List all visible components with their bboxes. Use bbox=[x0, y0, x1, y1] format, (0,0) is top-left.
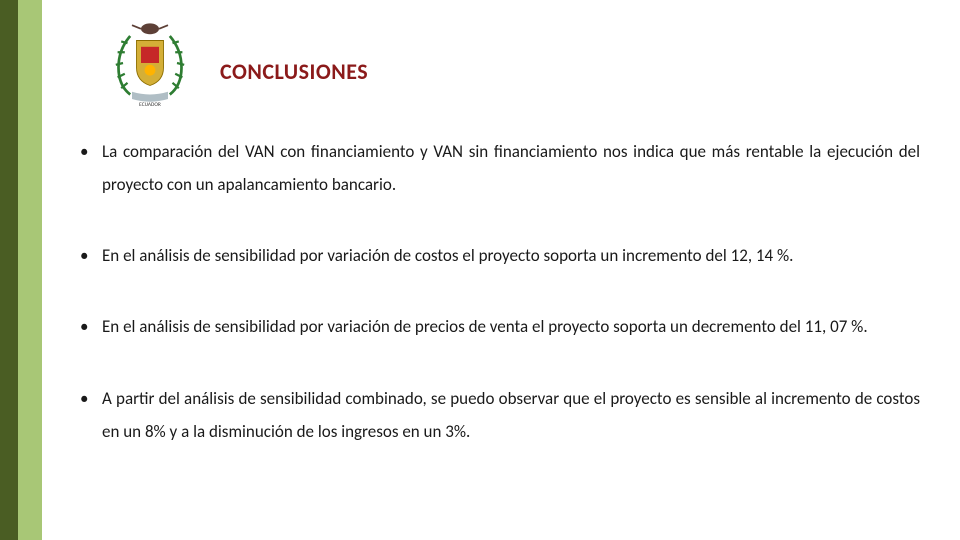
bullet-list: • La comparación del VAN con financiamie… bbox=[80, 135, 920, 448]
logo-caption: ECUADOR bbox=[139, 102, 161, 108]
bullet-item: • La comparación del VAN con financiamie… bbox=[80, 135, 920, 201]
bullet-marker: • bbox=[80, 135, 102, 201]
bullet-text: A partir del análisis de sensibilidad co… bbox=[102, 382, 920, 448]
bullet-marker: • bbox=[80, 382, 102, 448]
slide-title: CONCLUSIONES bbox=[220, 58, 368, 85]
bullet-item: • En el análisis de sensibilidad por var… bbox=[80, 239, 920, 272]
left-border-dark bbox=[0, 0, 18, 540]
bullet-marker: • bbox=[80, 239, 102, 272]
bullet-marker: • bbox=[80, 310, 102, 343]
bullet-text: En el análisis de sensibilidad por varia… bbox=[102, 239, 920, 272]
bullet-item: • En el análisis de sensibilidad por var… bbox=[80, 310, 920, 343]
left-border-light bbox=[18, 0, 42, 540]
bullet-text: La comparación del VAN con financiamient… bbox=[102, 135, 920, 201]
bullet-item: • A partir del análisis de sensibilidad … bbox=[80, 382, 920, 448]
ecuador-crest-logo: ECUADOR bbox=[105, 18, 195, 108]
bullet-text: En el análisis de sensibilidad por varia… bbox=[102, 310, 920, 343]
